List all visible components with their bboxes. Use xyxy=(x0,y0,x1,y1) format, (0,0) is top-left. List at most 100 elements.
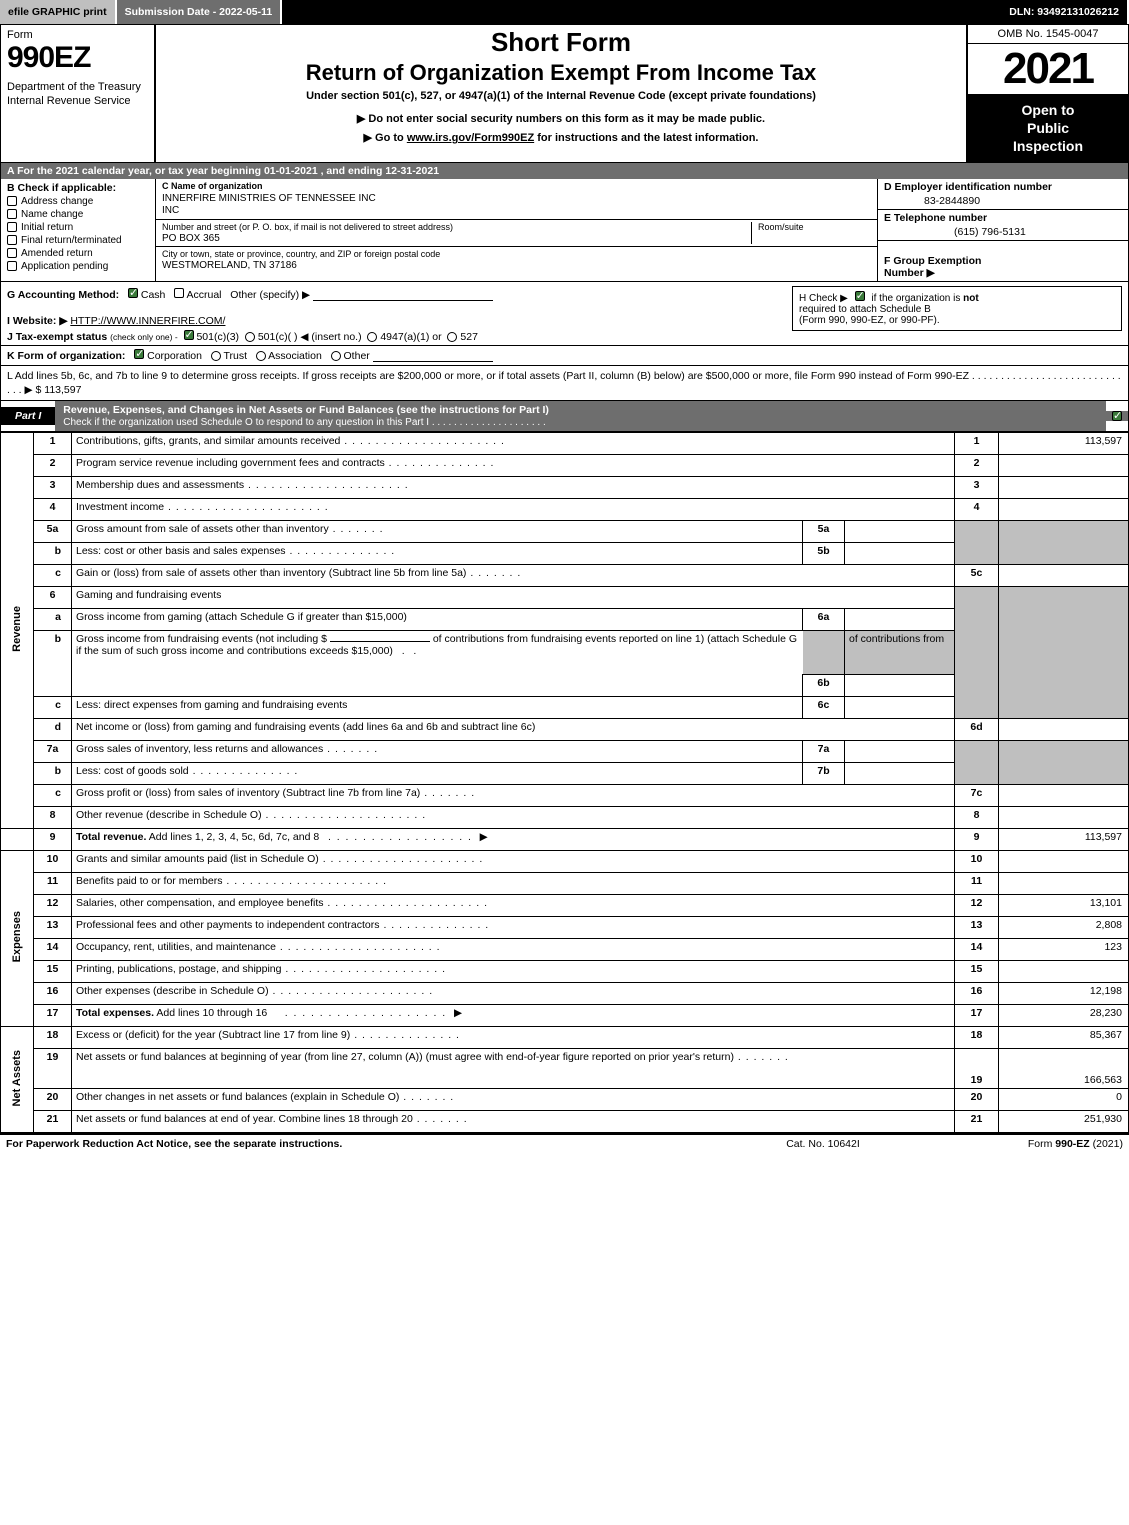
chk-initial-return[interactable]: Initial return xyxy=(7,222,149,233)
room-label: Room/suite xyxy=(758,222,804,232)
form-code: 990EZ xyxy=(7,41,148,75)
line-number: 10 xyxy=(34,850,72,872)
other-specify-blank xyxy=(313,300,493,301)
line-num-box: 12 xyxy=(955,894,999,916)
line-num-box: 11 xyxy=(955,872,999,894)
section-l: L Add lines 5b, 6c, and 7b to line 9 to … xyxy=(0,366,1129,401)
form-header: Form 990EZ Department of the Treasury In… xyxy=(0,24,1129,163)
chk-label: Application pending xyxy=(21,261,108,272)
form-word: Form xyxy=(7,29,148,41)
table-row: d Net income or (loss) from gaming and f… xyxy=(1,718,1129,740)
line-desc: Gross income from fundraising events (no… xyxy=(72,630,803,696)
line-number: b xyxy=(34,630,72,696)
website-link[interactable]: HTTP://WWW.INNERFIRE.COM/ xyxy=(70,315,225,327)
l-value: 113,597 xyxy=(44,384,81,396)
checkbox-h-icon[interactable] xyxy=(855,291,865,301)
line-desc: Gross income from gaming (attach Schedul… xyxy=(72,608,803,630)
line-value xyxy=(999,784,1129,806)
table-row: 4 Investment income 4 xyxy=(1,498,1129,520)
line-number: 21 xyxy=(34,1110,72,1132)
chk-application-pending[interactable]: Application pending xyxy=(7,261,149,272)
group-exemption-label: F Group Exemption Number ▶ xyxy=(884,255,981,279)
table-row: 21 Net assets or fund balances at end of… xyxy=(1,1110,1129,1132)
chk-label: Name change xyxy=(21,209,83,220)
line-desc: Program service revenue including govern… xyxy=(72,454,955,476)
subline-value xyxy=(845,762,955,784)
line-num-box: 19 xyxy=(955,1048,999,1088)
radio-association-icon[interactable] xyxy=(256,351,266,361)
line-desc: Excess or (deficit) for the year (Subtra… xyxy=(72,1026,955,1048)
line-number: 1 xyxy=(34,432,72,454)
subline-label: 5a xyxy=(803,520,845,542)
chk-final-return[interactable]: Final return/terminated xyxy=(7,235,149,246)
group-exemption-cell: F Group Exemption Number ▶ xyxy=(878,241,1128,281)
checkbox-accrual-icon[interactable] xyxy=(174,288,184,298)
i-label: I Website: ▶ xyxy=(7,315,67,327)
grey-cell: of contributions from xyxy=(845,630,955,674)
line-desc: Other expenses (describe in Schedule O) xyxy=(72,982,955,1004)
line-num-box: 4 xyxy=(955,498,999,520)
line-num-box: 7c xyxy=(955,784,999,806)
radio-other-icon[interactable] xyxy=(331,351,341,361)
tax-year: 2021 xyxy=(968,44,1128,95)
line-number: c xyxy=(34,696,72,718)
radio-trust-icon[interactable] xyxy=(211,351,221,361)
checkbox-icon xyxy=(7,261,17,271)
table-row: 8 Other revenue (describe in Schedule O)… xyxy=(1,806,1129,828)
line-num-box: 13 xyxy=(955,916,999,938)
radio-527-icon[interactable] xyxy=(447,332,457,342)
table-row: 3 Membership dues and assessments 3 xyxy=(1,476,1129,498)
checkbox-schedule-o-icon[interactable] xyxy=(1112,411,1122,421)
main-table: Revenue 1 Contributions, gifts, grants, … xyxy=(0,432,1129,1133)
table-row: 20 Other changes in net assets or fund b… xyxy=(1,1088,1129,1110)
line-value: 13,101 xyxy=(999,894,1129,916)
j-opt2: 501(c)( ) ◀ (insert no.) xyxy=(258,331,362,343)
checkbox-icon xyxy=(7,196,17,206)
checkbox-cash-icon[interactable] xyxy=(128,288,138,298)
line-desc: Professional fees and other payments to … xyxy=(72,916,955,938)
table-row: 7a Gross sales of inventory, less return… xyxy=(1,740,1129,762)
org-name-label: C Name of organization xyxy=(162,181,263,191)
table-row: 11 Benefits paid to or for members 11 xyxy=(1,872,1129,894)
section-def: D Employer identification number 83-2844… xyxy=(878,179,1128,281)
j-opt3: 4947(a)(1) or xyxy=(380,331,441,343)
grey-cell xyxy=(999,586,1129,718)
chk-name-change[interactable]: Name change xyxy=(7,209,149,220)
grey-cell xyxy=(999,740,1129,784)
chk-address-change[interactable]: Address change xyxy=(7,196,149,207)
efile-print-button[interactable]: efile GRAPHIC print xyxy=(0,0,117,24)
line-value: 251,930 xyxy=(999,1110,1129,1132)
irs-link[interactable]: www.irs.gov/Form990EZ xyxy=(407,132,534,144)
radio-4947-icon[interactable] xyxy=(367,332,377,342)
line-a: A For the 2021 calendar year, or tax yea… xyxy=(0,163,1129,179)
chk-label: Final return/terminated xyxy=(21,235,122,246)
header-subtitle-3: ▶ Go to www.irs.gov/Form990EZ for instru… xyxy=(162,131,960,144)
line-number: 13 xyxy=(34,916,72,938)
table-row: 15 Printing, publications, postage, and … xyxy=(1,960,1129,982)
line-num-box: 14 xyxy=(955,938,999,960)
omb-number: OMB No. 1545-0047 xyxy=(968,25,1128,44)
h-pre: H Check ▶ xyxy=(799,293,848,304)
line-desc: Gross sales of inventory, less returns a… xyxy=(72,740,803,762)
part-check-cell xyxy=(1106,411,1128,421)
checkbox-corporation-icon[interactable] xyxy=(134,349,144,359)
table-row: 13 Professional fees and other payments … xyxy=(1,916,1129,938)
h-not: not xyxy=(963,293,979,304)
checkbox-501c3-icon[interactable] xyxy=(184,330,194,340)
grey-cell xyxy=(955,586,999,718)
chk-amended-return[interactable]: Amended return xyxy=(7,248,149,259)
ein-cell: D Employer identification number 83-2844… xyxy=(878,179,1128,210)
header-right: OMB No. 1545-0047 2021 Open to Public In… xyxy=(968,25,1128,162)
k-corp: Corporation xyxy=(147,350,202,362)
phone-value: (615) 796-5131 xyxy=(884,226,1026,238)
short-form-label: Short Form xyxy=(162,27,960,58)
city-value: WESTMORELAND, TN 37186 xyxy=(162,260,297,271)
line-desc: Other changes in net assets or fund bala… xyxy=(72,1088,955,1110)
section-h-box: H Check ▶ if the organization is not req… xyxy=(792,286,1122,331)
grey-cell xyxy=(999,520,1129,564)
radio-501c-icon[interactable] xyxy=(245,332,255,342)
line-value xyxy=(999,454,1129,476)
line-num-box: 8 xyxy=(955,806,999,828)
line-number: 19 xyxy=(34,1048,72,1088)
table-row: Revenue 1 Contributions, gifts, grants, … xyxy=(1,432,1129,454)
